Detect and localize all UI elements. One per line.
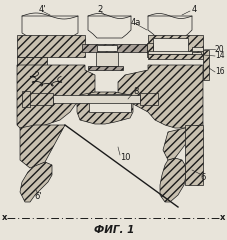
- Bar: [139, 93, 157, 105]
- Bar: [147, 51, 191, 54]
- Bar: [96, 52, 118, 66]
- Polygon shape: [118, 65, 202, 128]
- Text: x: x: [219, 214, 225, 222]
- Text: 10: 10: [119, 154, 130, 162]
- Text: 6: 6: [199, 174, 205, 182]
- Text: 4a: 4a: [130, 18, 141, 26]
- Text: ФИГ. 1: ФИГ. 1: [93, 225, 134, 235]
- Bar: [53, 95, 139, 103]
- Polygon shape: [159, 158, 185, 202]
- Text: 4': 4': [38, 5, 46, 13]
- Polygon shape: [20, 162, 52, 202]
- Bar: [152, 38, 187, 54]
- Text: 20: 20: [214, 44, 224, 54]
- Bar: [96, 45, 116, 51]
- Text: 2: 2: [97, 5, 102, 13]
- Bar: [82, 44, 146, 52]
- Bar: [191, 52, 200, 57]
- Bar: [146, 43, 152, 57]
- Bar: [89, 94, 131, 112]
- Bar: [88, 66, 122, 70]
- Polygon shape: [17, 65, 95, 128]
- Polygon shape: [88, 16, 131, 38]
- Bar: [17, 57, 47, 65]
- Bar: [17, 35, 85, 57]
- Text: 6': 6': [34, 192, 42, 202]
- Polygon shape: [22, 16, 78, 40]
- Text: 14: 14: [214, 52, 224, 60]
- Polygon shape: [20, 125, 65, 168]
- Bar: [147, 54, 202, 59]
- Bar: [202, 50, 208, 80]
- Polygon shape: [162, 125, 199, 160]
- Bar: [147, 35, 202, 57]
- Text: 16: 16: [214, 67, 224, 77]
- Bar: [191, 47, 202, 51]
- Bar: [184, 125, 202, 185]
- Polygon shape: [77, 92, 132, 124]
- Polygon shape: [147, 16, 191, 38]
- Text: x: x: [2, 214, 8, 222]
- Text: 8: 8: [132, 88, 138, 96]
- Text: 4: 4: [190, 5, 196, 13]
- Bar: [22, 91, 30, 107]
- Bar: [28, 93, 53, 105]
